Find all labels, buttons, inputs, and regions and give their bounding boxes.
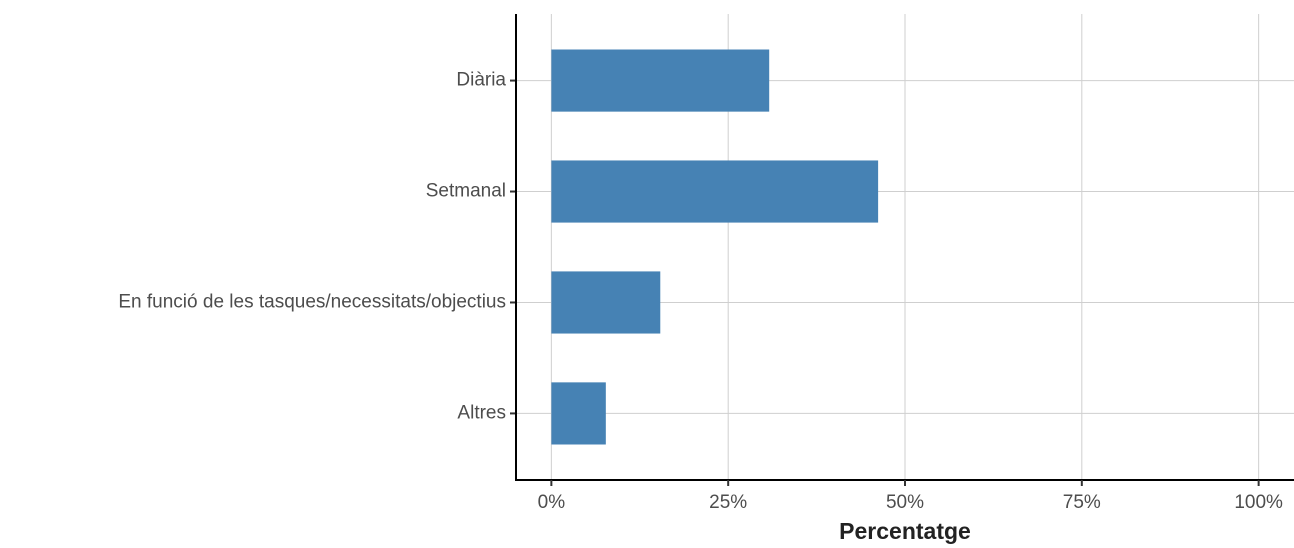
y-tick-label: En funció de les tasques/necessitats/obj… (118, 291, 506, 312)
bar (551, 49, 770, 112)
x-tick-label: 75% (1063, 492, 1101, 513)
x-tick-label: 25% (709, 492, 747, 513)
y-tick-label: Altres (457, 402, 506, 423)
bar (551, 160, 879, 223)
x-tick-label: 50% (886, 492, 924, 513)
bar (551, 271, 661, 334)
bar (551, 382, 606, 445)
x-tick-label: 0% (538, 492, 566, 513)
x-axis-title: Percentatge (839, 518, 971, 544)
y-tick-label: Diària (456, 70, 506, 91)
x-tick-label: 100% (1234, 492, 1283, 513)
y-tick-label: Setmanal (426, 181, 506, 202)
